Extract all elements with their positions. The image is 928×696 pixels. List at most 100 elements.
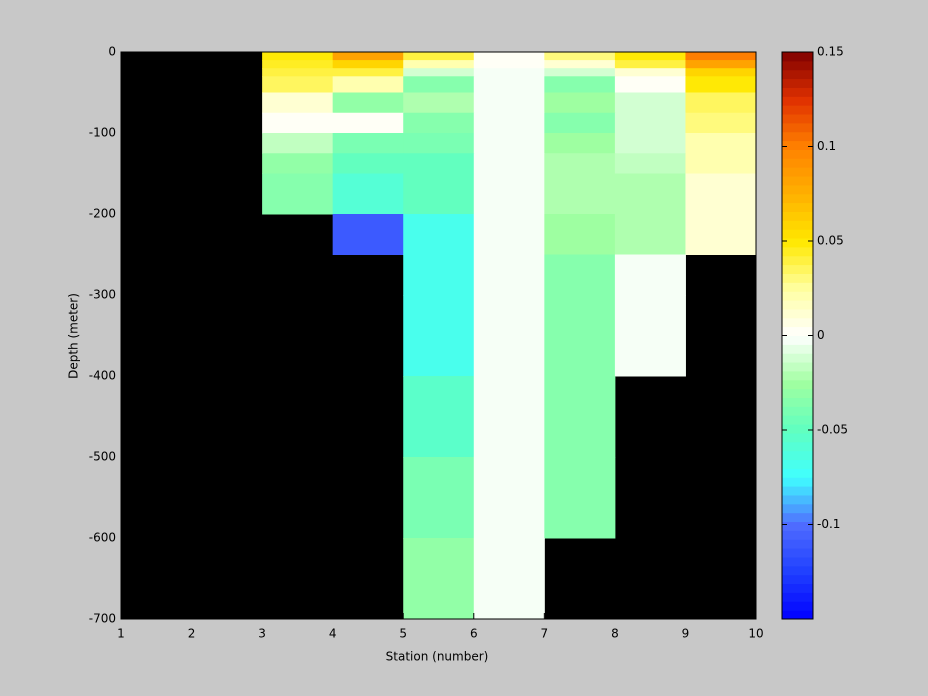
heatmap-cell <box>332 173 404 215</box>
colorbar-swatch <box>782 592 813 602</box>
colorbar-tick-label: 0 <box>817 328 825 342</box>
heatmap-cell <box>685 153 757 174</box>
heatmap-cell <box>544 254 616 296</box>
heatmap-cell <box>403 254 475 296</box>
colorbar-swatch <box>782 52 813 62</box>
x-tick-label: 2 <box>188 627 196 641</box>
colorbar-swatch <box>782 96 813 106</box>
colorbar-swatch <box>782 105 813 115</box>
colorbar-swatch <box>782 548 813 558</box>
x-tick-label: 5 <box>399 627 407 641</box>
colorbar-tick-label: 0.15 <box>817 45 844 59</box>
x-tick-label: 10 <box>748 627 763 641</box>
heatmap-cell <box>332 112 404 134</box>
y-tick-label: -400 <box>89 369 116 383</box>
heatmap-cell <box>403 92 475 114</box>
colorbar-swatch <box>782 273 813 283</box>
plot-frame <box>120 51 757 620</box>
colorbar-swatch <box>782 176 813 186</box>
heatmap-cell <box>614 133 686 154</box>
heatmap-cell <box>544 76 616 93</box>
x-tick-label: 7 <box>541 627 549 641</box>
heatmap-cell <box>262 68 334 77</box>
x-tick-label: 6 <box>470 627 478 641</box>
heatmap-cell <box>544 133 616 154</box>
y-axis-label: Depth (meter) <box>67 293 81 379</box>
y-tick-label: -500 <box>89 450 116 464</box>
heatmap-cell <box>614 173 686 215</box>
colorbar-swatch <box>782 486 813 496</box>
colorbar-swatch <box>782 122 813 133</box>
heatmap-cell <box>473 92 545 114</box>
colorbar-swatch <box>782 255 813 266</box>
heatmap-cell <box>473 214 545 255</box>
heatmap-cell <box>403 538 475 620</box>
heatmap-cell <box>332 60 404 69</box>
colorbar-swatch <box>782 556 813 567</box>
colorbar-swatch <box>782 539 813 549</box>
heatmap-cell <box>685 112 757 134</box>
heatmap-cell <box>473 76 545 93</box>
heatmap-cell <box>614 92 686 114</box>
heatmap-cell <box>403 173 475 215</box>
heatmap-cell <box>544 52 616 61</box>
colorbar-swatch <box>782 477 813 487</box>
y-tick-label: -100 <box>89 126 116 140</box>
colorbar-swatch <box>782 149 813 159</box>
x-tick-label: 1 <box>117 627 125 641</box>
colorbar-swatch <box>782 432 813 443</box>
colorbar-swatch <box>782 246 813 257</box>
colorbar-swatch <box>782 379 813 390</box>
colorbar-swatch <box>782 87 813 97</box>
heatmap-cell <box>614 76 686 93</box>
heatmap-cell <box>544 214 616 255</box>
colorbar-tick-label: -0.1 <box>817 517 840 531</box>
colorbar-swatch <box>782 167 813 177</box>
colorbar-swatch <box>782 69 813 80</box>
colorbar-swatch <box>782 362 813 372</box>
colorbar-swatch <box>782 415 813 425</box>
colorbar-swatch <box>782 158 813 168</box>
colorbar-swatch <box>782 131 813 142</box>
heatmap-cell <box>403 112 475 134</box>
colorbar-swatch <box>782 114 813 124</box>
colorbar-swatch <box>782 521 813 531</box>
heatmap-cell <box>473 153 545 174</box>
heatmap-cell <box>262 112 334 134</box>
heatmap-cell <box>332 133 404 154</box>
colorbar-swatch <box>782 494 813 505</box>
heatmap-cell <box>403 214 475 255</box>
heatmap-cell <box>685 52 757 61</box>
colorbar-swatch <box>782 450 813 461</box>
colorbar-swatch <box>782 300 813 310</box>
colorbar-swatch <box>782 601 813 611</box>
heatmap-cell <box>614 153 686 174</box>
y-tick-label: -600 <box>89 531 116 545</box>
colorbar-swatch <box>782 344 813 354</box>
y-tick-label: -700 <box>89 612 116 626</box>
heatmap-cell <box>403 457 475 539</box>
heatmap-cell <box>544 112 616 134</box>
heatmap-cell <box>685 173 757 215</box>
heatmap-cell <box>473 60 545 69</box>
heatmap-cell <box>544 92 616 114</box>
colorbar-swatch <box>782 353 813 363</box>
y-tick-label: 0 <box>108 45 116 59</box>
colorbar-swatch <box>782 583 813 593</box>
heatmap-cell <box>473 376 545 458</box>
heatmap-cell <box>262 173 334 215</box>
colorbar-frame <box>781 51 814 620</box>
x-tick-label: 4 <box>329 627 337 641</box>
heatmap-cell <box>403 153 475 174</box>
colorbar-swatch <box>782 60 813 71</box>
heatmap-cell <box>614 52 686 61</box>
heatmap-cell <box>685 133 757 154</box>
colorbar-swatch <box>782 326 813 336</box>
colorbar-swatch <box>782 565 813 576</box>
heatmap-cell <box>403 295 475 377</box>
colorbar-swatch <box>782 229 813 239</box>
x-tick-label: 8 <box>611 627 619 641</box>
colorbar-swatch <box>782 397 813 407</box>
heatmap-cell <box>614 254 686 296</box>
colorbar-swatch <box>782 264 813 274</box>
